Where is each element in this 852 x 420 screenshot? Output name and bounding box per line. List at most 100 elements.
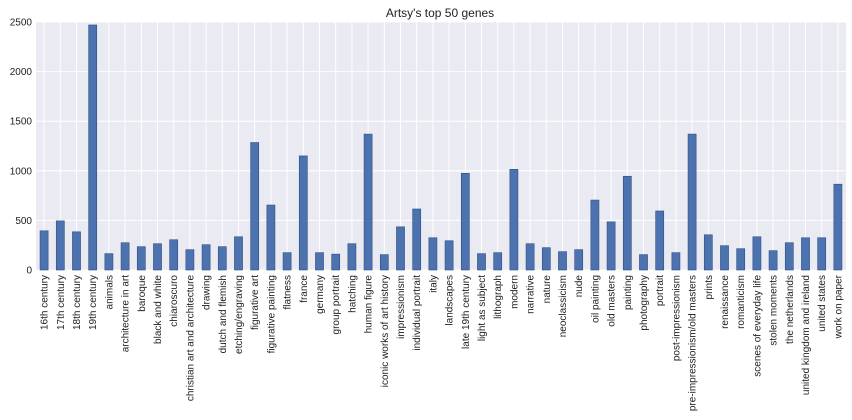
plot-area — [36, 22, 846, 270]
bar — [768, 250, 778, 271]
bar — [833, 183, 843, 271]
bar — [720, 245, 729, 271]
x-tick-label: light as subject — [477, 275, 488, 341]
x-tick-label: architecture in art — [121, 275, 132, 352]
x-axis-ticks: 16th century 17th century 18th century 19th… — [40, 274, 845, 411]
y-tick-label: 500 — [15, 216, 32, 227]
x-tick-label: drawing — [202, 275, 213, 310]
bar — [477, 253, 486, 271]
x-tick-label: romanticism — [736, 275, 747, 329]
x-tick-label: work on paper — [833, 274, 844, 339]
x-tick-label: stolen moments — [769, 275, 780, 346]
bar — [185, 249, 195, 271]
y-tick-label: 0 — [26, 266, 32, 277]
x-tick-label: narrative — [526, 275, 537, 314]
bar — [752, 236, 762, 271]
bar — [315, 252, 324, 271]
bar — [266, 204, 276, 271]
x-tick-label: chiaroscuro — [169, 275, 180, 327]
x-tick-label: portrait — [655, 275, 666, 306]
y-tick-label: 1000 — [10, 166, 33, 177]
x-tick-label: figurative painting — [266, 275, 277, 353]
x-tick-label: baroque — [137, 275, 148, 312]
bar — [444, 240, 454, 271]
bars — [39, 24, 843, 271]
bar — [363, 133, 373, 271]
bar — [298, 155, 308, 271]
bar — [282, 252, 292, 271]
x-tick-label: united kingdom and ireland — [801, 275, 812, 395]
x-tick-label: italy — [428, 275, 439, 293]
x-tick-label: individual portrait — [412, 275, 423, 351]
x-tick-label: black and white — [153, 275, 164, 344]
x-tick-label: etching/engraving — [234, 275, 245, 354]
x-tick-label: impressionism — [396, 275, 407, 339]
x-tick-label: the netherlands — [785, 275, 796, 344]
x-tick-label: united states — [817, 275, 828, 332]
x-tick-label: nature — [542, 275, 553, 304]
y-tick-label: 2500 — [10, 18, 33, 29]
x-tick-label: scenes of everyday life — [752, 275, 763, 377]
x-tick-label: old masters — [607, 275, 618, 327]
x-tick-label: 19th century — [88, 275, 99, 330]
bar — [331, 253, 341, 271]
x-tick-label: oil painting — [590, 275, 601, 323]
bar — [590, 199, 600, 271]
bar — [379, 254, 389, 271]
x-tick-label: dutch and flemish — [218, 275, 229, 353]
bar — [201, 244, 211, 271]
bar — [493, 252, 503, 271]
bar — [671, 252, 681, 271]
x-tick-label: nude — [574, 275, 585, 298]
x-tick-label: landscapes — [445, 275, 456, 326]
bar — [801, 237, 810, 271]
bar — [687, 133, 697, 271]
x-tick-label: christian art and architecture — [185, 275, 196, 402]
x-tick-label: 18th century — [72, 275, 83, 330]
bar — [655, 210, 665, 271]
x-tick-label: late 19th century — [461, 275, 472, 349]
x-tick-label: flatness — [283, 275, 294, 309]
bar — [509, 169, 519, 271]
bar — [72, 231, 81, 271]
bar — [347, 243, 357, 271]
y-axis-ticks: 0 500 1000 1500 2000 2500 — [10, 18, 33, 277]
bar — [104, 253, 114, 271]
chart-title: Artsy's top 50 genes — [386, 6, 494, 20]
bar — [574, 249, 584, 271]
bar — [396, 226, 405, 271]
bar — [639, 254, 648, 271]
bar — [136, 246, 146, 271]
x-tick-label: human figure — [364, 275, 375, 334]
x-tick-label: animals — [104, 275, 115, 309]
bar — [428, 237, 438, 271]
x-tick-label: germany — [315, 275, 326, 314]
x-tick-label: 17th century — [56, 275, 67, 330]
bar — [784, 242, 794, 271]
bar — [412, 208, 422, 271]
bar — [234, 236, 243, 271]
x-tick-label: france — [299, 275, 310, 303]
bar — [88, 24, 98, 271]
bar — [39, 230, 49, 271]
y-tick-label: 2000 — [10, 67, 33, 78]
y-tick-label: 1500 — [10, 117, 33, 128]
bar — [558, 251, 567, 271]
bar — [703, 234, 713, 271]
x-tick-label: pre-impressionism/old masters — [688, 275, 699, 411]
x-tick-label: iconic works of art history — [380, 275, 391, 387]
bar — [153, 243, 162, 271]
x-tick-label: group portrait — [331, 275, 342, 335]
bar — [169, 239, 179, 271]
bar — [817, 237, 827, 271]
bar — [525, 243, 535, 271]
bar — [460, 172, 470, 271]
x-tick-label: 16th century — [40, 275, 51, 330]
bar — [736, 248, 746, 271]
x-tick-label: modern — [509, 275, 520, 309]
x-tick-label: post-impressionism — [671, 275, 682, 361]
x-tick-label: painting — [623, 275, 634, 310]
bar — [606, 221, 616, 271]
x-tick-label: hatching — [347, 275, 358, 313]
